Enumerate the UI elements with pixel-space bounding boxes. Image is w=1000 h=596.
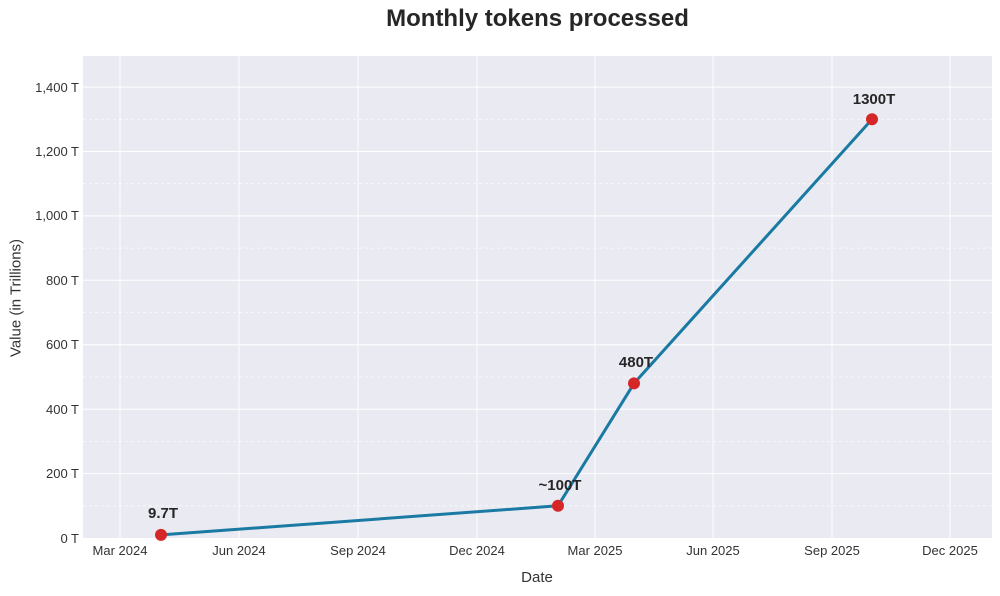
chart-title: Monthly tokens processed	[386, 5, 689, 32]
x-tick-label: Jun 2024	[212, 543, 266, 558]
y-tick-label: 1,200 T	[35, 144, 79, 159]
x-tick-label: Jun 2025	[686, 543, 740, 558]
series-markers	[155, 113, 878, 541]
x-tick-label: Mar 2024	[92, 543, 148, 558]
x-axis-label: Date	[521, 569, 553, 586]
data-label: 480T	[618, 354, 654, 371]
marker-point	[866, 113, 878, 126]
y-tick-label: 1,400 T	[35, 80, 79, 95]
y-tick-label: 800 T	[45, 273, 79, 288]
x-tick-label: Dec 2024	[449, 543, 505, 558]
marker-point	[155, 528, 167, 541]
y-gridlines	[83, 86, 992, 475]
y-tick-label: 400 T	[45, 402, 79, 417]
y-tick-label: 200 T	[45, 466, 79, 481]
data-label: 1300T	[852, 91, 896, 108]
x-tick-label: Sep 2025	[804, 543, 860, 558]
x-gridlines	[119, 56, 951, 538]
y-tick-label: 0 T	[60, 531, 79, 546]
y-tick-label: 1,000 T	[35, 208, 79, 223]
data-label: ~100T	[538, 477, 582, 494]
y-minor-gridlines	[83, 118, 992, 507]
marker-point	[628, 377, 640, 390]
plot-area	[83, 56, 992, 538]
marker-point	[552, 499, 564, 512]
series-line	[160, 118, 874, 537]
data-label: 9.7T	[147, 505, 179, 522]
y-tick-label: 600 T	[45, 337, 79, 352]
x-tick-label: Dec 2025	[922, 543, 978, 558]
x-tick-label: Sep 2024	[330, 543, 386, 558]
x-tick-label: Mar 2025	[567, 543, 623, 558]
y-axis-label: Value (in Trillions)	[7, 238, 25, 358]
